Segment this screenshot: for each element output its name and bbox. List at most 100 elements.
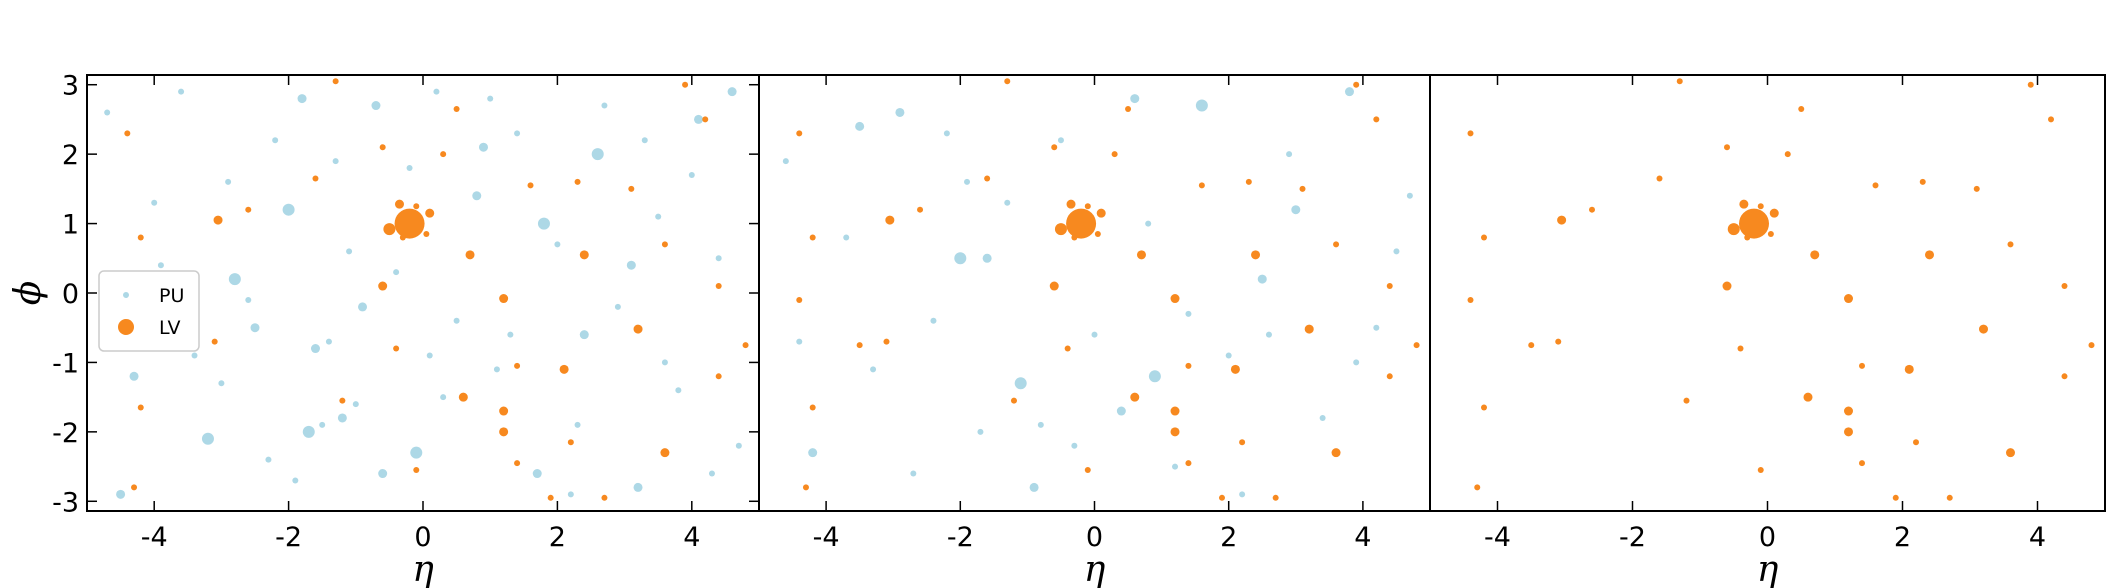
point: [302, 425, 315, 438]
point: [601, 494, 608, 501]
point: [1272, 494, 1279, 501]
point: [885, 215, 895, 225]
point: [943, 130, 950, 137]
point: [371, 101, 381, 111]
point: [228, 273, 241, 286]
point: [1057, 137, 1064, 144]
point: [954, 252, 967, 265]
point: [964, 178, 971, 185]
point: [1172, 463, 1179, 470]
point: [337, 413, 347, 423]
point: [131, 484, 138, 491]
point: [282, 203, 295, 216]
point: [1054, 223, 1067, 236]
point: [1037, 421, 1044, 428]
point: [715, 283, 722, 290]
point: [532, 469, 542, 479]
point: [487, 95, 494, 102]
point: [297, 94, 307, 104]
point: [1291, 205, 1301, 215]
point: [1344, 87, 1354, 97]
point: [129, 371, 139, 381]
point: [537, 217, 550, 230]
point: [614, 303, 621, 310]
point: [1225, 352, 1232, 359]
point: [250, 323, 260, 333]
point: [332, 158, 339, 165]
point: [433, 88, 440, 95]
point: [982, 253, 992, 263]
point: [499, 406, 509, 416]
point: [661, 359, 668, 366]
point: [1299, 185, 1306, 192]
point: [1386, 373, 1393, 380]
point: [1185, 362, 1192, 369]
point: [499, 294, 509, 304]
point: [1769, 208, 1779, 218]
point: [325, 338, 332, 345]
points: [104, 78, 749, 501]
point: [426, 352, 433, 359]
point: [1872, 182, 1879, 189]
point: [352, 401, 359, 408]
point: [1844, 427, 1853, 437]
point: [2027, 81, 2034, 88]
point: [1170, 406, 1180, 416]
point: [574, 421, 581, 428]
point: [394, 208, 425, 239]
point: [661, 241, 668, 248]
point: [1145, 220, 1152, 227]
point: [1170, 427, 1180, 437]
y-tick-label: -3: [52, 487, 79, 518]
panel: -4 -2 0 2 4 -3 -2 -1 0 1 2 3 η ϕ PU LV: [8, 71, 760, 588]
point: [1185, 460, 1192, 467]
point: [245, 206, 252, 213]
point: [2088, 342, 2095, 349]
point: [626, 260, 636, 270]
point: [1859, 460, 1865, 467]
point: [514, 362, 521, 369]
point: [1913, 439, 1919, 446]
y-tick-label: -2: [52, 418, 79, 449]
point: [702, 116, 709, 123]
point: [984, 175, 991, 182]
point: [213, 215, 223, 225]
point: [917, 206, 924, 213]
point: [312, 175, 319, 182]
point: [1185, 310, 1192, 317]
point: [1148, 370, 1161, 383]
point: [393, 269, 400, 276]
x-tick-label: 4: [2029, 522, 2046, 553]
point: [547, 494, 554, 501]
point: [1071, 442, 1078, 449]
point: [579, 250, 589, 260]
point: [1353, 359, 1360, 366]
point: [137, 404, 144, 411]
point: [796, 338, 803, 345]
point: [796, 296, 803, 303]
x-tick-label: -4: [141, 522, 168, 553]
point: [1676, 78, 1683, 85]
point: [413, 203, 420, 210]
point: [1973, 185, 1980, 192]
point: [655, 213, 662, 220]
point: [1049, 281, 1059, 291]
point: [591, 148, 604, 161]
point: [1683, 397, 1690, 404]
point: [633, 324, 643, 334]
point: [1373, 116, 1380, 123]
point: [1767, 230, 1774, 237]
point: [1066, 208, 1097, 239]
point: [883, 338, 890, 345]
point: [1722, 281, 1732, 291]
point: [1245, 178, 1252, 185]
point: [688, 171, 695, 178]
y-tick-label: 2: [62, 140, 79, 171]
point: [1116, 406, 1126, 416]
x-tick-label: -2: [275, 522, 302, 553]
point: [1798, 106, 1805, 113]
legend-label: PU: [159, 285, 184, 307]
point: [453, 317, 460, 324]
point: [211, 338, 218, 345]
